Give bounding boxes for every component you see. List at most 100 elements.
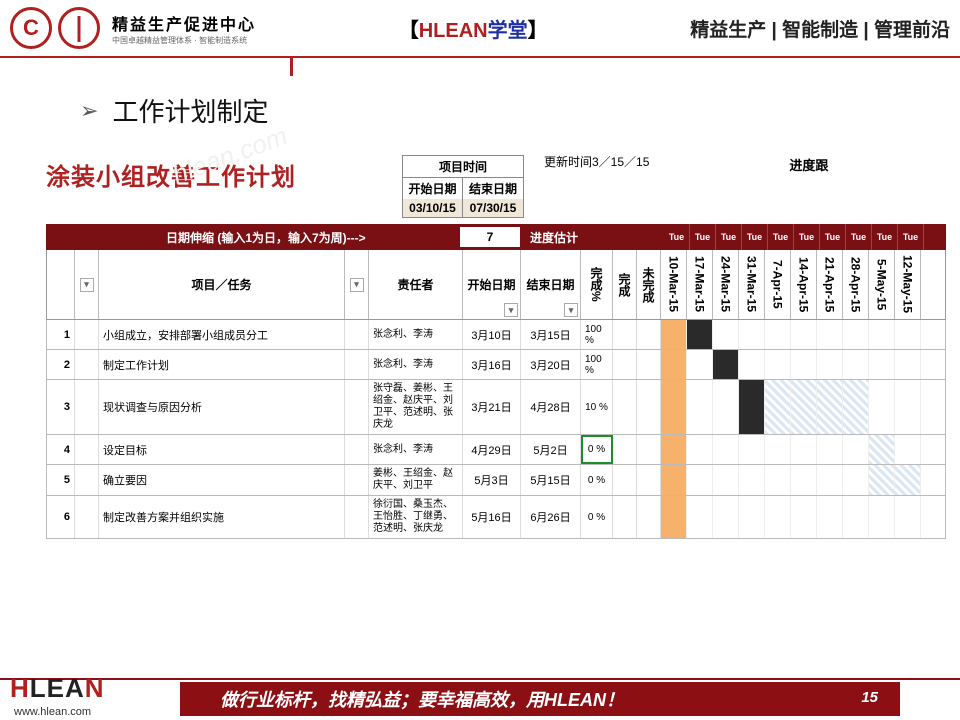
gantt-cell bbox=[765, 465, 791, 495]
row-task: 设定目标 bbox=[99, 435, 345, 464]
gantt-cell bbox=[869, 320, 895, 349]
table-row: 1小组成立，安排部署小组成员分工张念利、李涛3月10日3月15日100 % bbox=[46, 320, 946, 350]
gantt-cell bbox=[843, 320, 869, 349]
row-filter2 bbox=[345, 350, 369, 379]
date-header: 24-Mar-15 bbox=[713, 250, 739, 319]
gantt-cell bbox=[765, 380, 791, 434]
header-mid: 【HLEAN学堂】 bbox=[399, 14, 548, 43]
filter-3[interactable]: ▾ bbox=[504, 303, 518, 317]
row-notdone bbox=[637, 465, 661, 495]
mid-blue: 学堂 bbox=[488, 20, 528, 42]
row-done bbox=[613, 496, 637, 538]
gantt-cell bbox=[817, 496, 843, 538]
gantt-cell bbox=[843, 496, 869, 538]
row-start: 4月29日 bbox=[463, 435, 521, 464]
row-done bbox=[613, 380, 637, 434]
scale-value[interactable]: 7 bbox=[460, 227, 520, 247]
row-number: 1 bbox=[47, 320, 75, 349]
red-divider bbox=[290, 58, 293, 76]
day-cell: Tue bbox=[690, 224, 716, 250]
row-number: 2 bbox=[47, 350, 75, 379]
gantt-cell bbox=[713, 350, 739, 379]
start-date: 03/10/15 bbox=[403, 199, 463, 217]
gantt bbox=[661, 435, 921, 464]
col-done: 完成 bbox=[613, 250, 637, 319]
header: C 精益生产促进中心 中国卓越精益管理体系 · 智能制造系统 【HLEAN学堂】… bbox=[0, 0, 960, 58]
page-number: 15 bbox=[861, 689, 878, 706]
logo-text: 精益生产促进中心 中国卓越精益管理体系 · 智能制造系统 bbox=[112, 11, 256, 46]
row-filter2 bbox=[345, 380, 369, 434]
filter-2[interactable]: ▾ bbox=[345, 250, 369, 319]
day-cell: Tue bbox=[820, 224, 846, 250]
end-label: 结束日期 bbox=[463, 178, 523, 199]
gantt-cell bbox=[843, 380, 869, 434]
gantt-cell bbox=[895, 496, 921, 538]
gantt-cell bbox=[765, 320, 791, 349]
row-notdone bbox=[637, 435, 661, 464]
day-row: TueTueTueTueTueTueTueTueTueTue bbox=[664, 224, 924, 250]
bracket-l: 【 bbox=[399, 20, 419, 42]
row-notdone bbox=[637, 380, 661, 434]
scale-label: 日期伸缩 (输入1为日，输入7为周)---> bbox=[46, 229, 402, 246]
footer-url[interactable]: www.hlean.com bbox=[14, 706, 91, 718]
col-end: 结束日期 ▾ bbox=[521, 250, 581, 319]
logo-c-icon: C bbox=[10, 7, 52, 49]
data-rows: 1小组成立，安排部署小组成员分工张念利、李涛3月10日3月15日100 %2 制定… bbox=[46, 320, 946, 539]
row-owner: 张念利、李涛 bbox=[369, 320, 463, 349]
table-row: 3现状调查与原因分析张守磊、姜彬、王绍金、赵庆平、刘卫平、范述明、张庆龙3月21… bbox=[46, 380, 946, 435]
update-time: 更新时间3／15／15 bbox=[544, 155, 649, 171]
row-number: 5 bbox=[47, 465, 75, 495]
col-start: 开始日期 ▾ bbox=[463, 250, 521, 319]
scale-band: 日期伸缩 (输入1为日，输入7为周)---> 7 进度估计 TueTueTueT… bbox=[46, 224, 946, 250]
gantt-cell bbox=[713, 380, 739, 434]
gantt-cell bbox=[687, 380, 713, 434]
row-end: 3月20日 bbox=[521, 350, 581, 379]
gantt-cell bbox=[895, 320, 921, 349]
gantt-cell bbox=[713, 435, 739, 464]
row-filter2 bbox=[345, 496, 369, 538]
row-pct: 100 % bbox=[581, 320, 613, 349]
row-task: 制定改善方案并组织实施 bbox=[99, 496, 345, 538]
gantt-cell bbox=[869, 380, 895, 434]
end-date: 07/30/15 bbox=[463, 199, 523, 217]
table-row: 6制定改善方案并组织实施徐衍国、桑玉杰、王怡胜、丁继勇、范述明、张庆龙5月16日… bbox=[46, 496, 946, 539]
table-row: 4设定目标张念利、李涛4月29日5月2日0 % bbox=[46, 435, 946, 465]
gantt bbox=[661, 320, 921, 349]
gantt-cell bbox=[817, 465, 843, 495]
filter-1[interactable]: ▾ bbox=[75, 250, 99, 319]
track-label: 进度跟 bbox=[789, 155, 828, 174]
gantt bbox=[661, 380, 921, 434]
row-pct: 0 % bbox=[581, 435, 613, 464]
date-headers: 10-Mar-1517-Mar-1524-Mar-1531-Mar-157-Ap… bbox=[661, 250, 921, 319]
day-cell: Tue bbox=[742, 224, 768, 250]
filter-4[interactable]: ▾ bbox=[564, 303, 578, 317]
gantt-cell bbox=[687, 350, 713, 379]
day-cell: Tue bbox=[794, 224, 820, 250]
gantt-cell bbox=[739, 465, 765, 495]
gantt-cell bbox=[687, 320, 713, 349]
progress-estimate-label: 进度估计 bbox=[524, 229, 584, 246]
row-filter bbox=[75, 380, 99, 434]
date-header: 17-Mar-15 bbox=[687, 250, 713, 319]
row-pct: 10 % bbox=[581, 380, 613, 434]
bracket-r: 】 bbox=[528, 20, 548, 42]
row-pct: 0 % bbox=[581, 465, 613, 495]
gantt-cell bbox=[869, 435, 895, 464]
gantt-cell bbox=[791, 320, 817, 349]
gantt-cell bbox=[791, 435, 817, 464]
plan-sheet: 涂装小组改善工作计划 项目时间 开始日期 结束日期 03/10/15 07/30… bbox=[46, 155, 946, 539]
col-owner: 责任者 bbox=[369, 250, 463, 319]
row-notdone bbox=[637, 320, 661, 349]
date-header: 5-May-15 bbox=[869, 250, 895, 319]
logo-block: C 精益生产促进中心 中国卓越精益管理体系 · 智能制造系统 bbox=[10, 7, 256, 49]
date-header: 21-Apr-15 bbox=[817, 250, 843, 319]
gantt-cell bbox=[713, 496, 739, 538]
row-end: 4月28日 bbox=[521, 380, 581, 434]
row-owner: 徐衍国、桑玉杰、王怡胜、丁继勇、范述明、张庆龙 bbox=[369, 496, 463, 538]
column-headers: ▾ 项目／任务 ▾ 责任者 开始日期 ▾ 结束日期 ▾ 完成% 完成 未完成 1… bbox=[46, 250, 946, 320]
gantt-cell bbox=[895, 435, 921, 464]
gantt-cell bbox=[661, 435, 687, 464]
project-time-label: 项目时间 bbox=[403, 156, 523, 178]
row-start: 3月21日 bbox=[463, 380, 521, 434]
row-task: 确立要因 bbox=[99, 465, 345, 495]
